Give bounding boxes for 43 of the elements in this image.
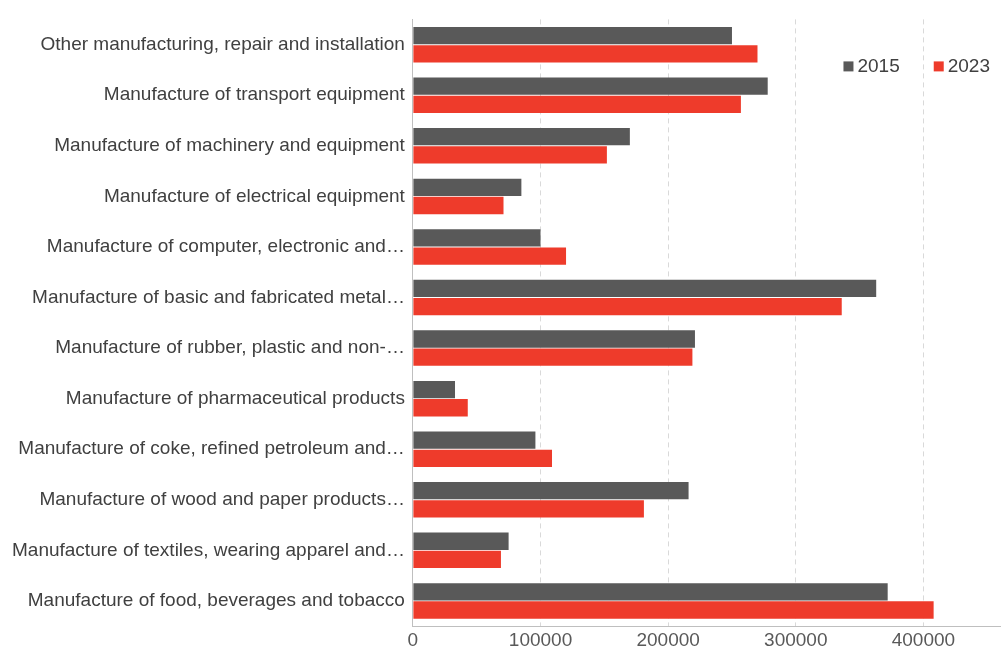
- bar: [413, 146, 607, 164]
- y-tick-label: Manufacture of wood and paper products…: [39, 488, 405, 510]
- legend-label: 2015: [857, 54, 900, 76]
- y-tick-label: Manufacture of pharmaceutical products: [65, 386, 405, 408]
- x-tick-label: 300000: [764, 628, 828, 650]
- bar: [413, 449, 553, 467]
- legend-label: 2023: [947, 54, 991, 76]
- bar: [413, 229, 541, 247]
- bar: [413, 330, 695, 348]
- bar: [413, 128, 630, 146]
- bar: [413, 348, 693, 366]
- bar: [413, 178, 522, 196]
- bar: [413, 601, 934, 619]
- y-tick-label: Manufacture of computer, electronic and…: [46, 235, 405, 257]
- bar: [413, 482, 689, 500]
- y-tick-label: Manufacture of basic and fabricated metal…: [32, 285, 405, 307]
- bar: [413, 26, 732, 45]
- bar: [413, 583, 888, 601]
- bar: [413, 297, 842, 316]
- bar: [413, 532, 509, 550]
- y-tick-label: Manufacture of machinery and equipment: [54, 134, 406, 156]
- bar: [413, 431, 536, 449]
- bar: [413, 95, 741, 113]
- x-tick-label: 400000: [891, 628, 956, 650]
- bar: [413, 399, 468, 417]
- bar: [413, 77, 768, 95]
- y-tick-label: Manufacture of food, beverages and tobacco: [27, 589, 405, 611]
- x-tick-label: 100000: [508, 628, 573, 650]
- bar: [413, 45, 758, 63]
- y-tick-label: Manufacture of electrical equipment: [103, 184, 406, 206]
- y-tick-label: Manufacture of coke, refined petroleum and…: [18, 437, 405, 459]
- bar: [413, 380, 456, 399]
- bar: [413, 247, 567, 265]
- y-tick-label: Manufacture of rubber, plastic and non-…: [55, 336, 405, 358]
- bar: [413, 196, 504, 215]
- x-tick-label: 0: [407, 628, 419, 650]
- y-tick-label: Manufacture of transport equipment: [103, 83, 406, 105]
- bar: [413, 500, 644, 518]
- y-tick-label: Other manufacturing, repair and installation: [40, 32, 405, 54]
- bar: [413, 550, 501, 569]
- y-tick-label: Manufacture of textiles, wearing apparel and…: [12, 538, 405, 560]
- bar: [413, 279, 877, 298]
- x-tick-label: 200000: [636, 628, 700, 650]
